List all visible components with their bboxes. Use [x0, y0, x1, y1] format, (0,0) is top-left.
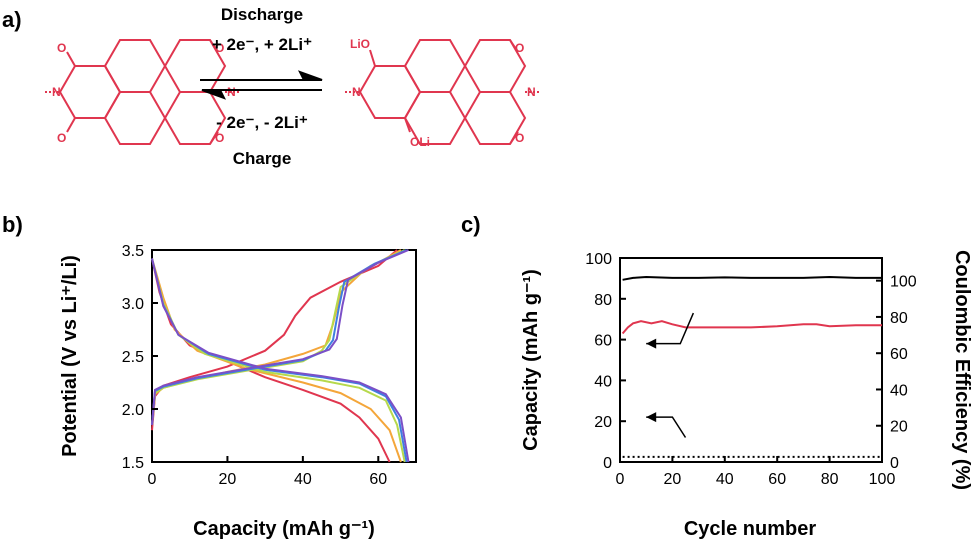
reaction-bottom-line2: Charge: [233, 149, 292, 168]
chart-c-arrowhead-2: [646, 412, 657, 423]
chart-b-charge-curve-5: [151, 249, 409, 425]
chart-c-ytick-label-right-80: 80: [890, 310, 908, 327]
chart-c-arrow-1: [646, 312, 695, 345]
chart-b-xtick-label-20: 20: [219, 471, 237, 488]
chart-c-ytick-label-right-60: 60: [890, 346, 908, 363]
chart-b-xtick-label-40: 40: [294, 471, 312, 488]
chart-b-ytick-label-3.5: 3.5: [122, 243, 144, 260]
chart-c-ytick-label-left-80: 80: [594, 292, 612, 309]
chart-c-ytick-label-right-100: 100: [890, 274, 917, 291]
reaction-scheme: O O O O N N Discharge + 2e⁻, + 2Li⁺ - 2e…: [45, 5, 540, 168]
chart-c-ytick-label-right-0: 0: [890, 455, 899, 472]
chart-b-discharge-curve-5: [151, 258, 410, 463]
chart-c-frame: [619, 257, 883, 463]
reactant-atom-n2: N: [227, 85, 236, 99]
chart-b-frame: [151, 249, 417, 463]
reactant-atom-o1: O: [57, 41, 66, 55]
chart-b-ytick-label-1.5: 1.5: [122, 455, 144, 472]
chart-b-ytick-label-2.0: 2.0: [122, 402, 144, 419]
chart-c-curves: [621, 275, 882, 458]
product-atom-oli2: OLi: [410, 135, 430, 149]
chart-c-arrow-2: [646, 416, 687, 438]
chart-c-ylabel-left: Capacity (mAh g⁻¹): [520, 269, 542, 451]
chart-b-discharge-curve-1: [151, 258, 391, 463]
panel-a-label: a): [2, 7, 22, 32]
chart-b-ylabel: Potential (V vs Li⁺/Li): [59, 255, 81, 457]
chart-c-xtick-label-20: 20: [664, 471, 682, 488]
chart-b-charge-curve-3: [151, 249, 406, 425]
chart-c-xtick-label-80: 80: [821, 471, 839, 488]
chart-c-series-1: [622, 275, 882, 281]
product-atom-n2: N: [527, 85, 536, 99]
voltage-profile-chart: 0 20 40 60 1.5 2.0 2.5 3.0 3.5 Capacity (mAh g⁻¹…: [59, 243, 417, 540]
reaction-top-line1: Discharge: [221, 5, 303, 24]
chart-b-xlabel: Capacity (mAh g⁻¹): [193, 518, 375, 540]
chart-c-arrowhead-1: [646, 338, 657, 349]
chart-c-ytick-label-left-60: 60: [594, 333, 612, 350]
chart-b-curves: [151, 249, 410, 463]
chart-c-xtick-label-100: 100: [869, 471, 896, 488]
chart-b-xtick-label-0: 0: [148, 471, 157, 488]
chart-c-ytick-label-right-40: 40: [890, 382, 908, 399]
equilibrium-arrows: [200, 70, 323, 100]
product-atom-oli1: LiO: [350, 37, 370, 51]
chart-c-ylabel-right: Coulombic Efficiency (%): [951, 250, 973, 490]
chart-b-ytick-label-2.5: 2.5: [122, 349, 144, 366]
panel-c-label: c): [461, 212, 481, 237]
chart-b-xtick-label-60: 60: [369, 471, 387, 488]
reactant-atom-o2: O: [57, 131, 66, 145]
chart-c-ytick-label-left-100: 100: [585, 251, 612, 268]
chart-b-ticks: 0 20 40 60 1.5 2.0 2.5 3.0 3.5: [122, 243, 388, 488]
chart-c-ytick-label-left-40: 40: [594, 373, 612, 390]
reaction-top-line2: + 2e⁻, + 2Li⁺: [212, 35, 312, 54]
chart-b-discharge-curve-2: [151, 258, 402, 463]
chart-b-ytick-label-3.0: 3.0: [122, 296, 144, 313]
chart-c-ytick-label-left-0: 0: [603, 455, 612, 472]
panel-b-label: b): [2, 212, 23, 237]
chart-c-xtick-label-40: 40: [716, 471, 734, 488]
reaction-bottom-line1: - 2e⁻, - 2Li⁺: [216, 113, 308, 132]
chart-c-xtick-label-60: 60: [768, 471, 786, 488]
reactant-molecule: [45, 39, 240, 145]
product-atom-o3: O: [515, 41, 524, 55]
reactant-atom-o3: O: [215, 41, 224, 55]
chart-c-series-2: [621, 320, 882, 335]
product-molecule: [345, 39, 540, 145]
chart-c-ytick-label-left-20: 20: [594, 414, 612, 431]
chart-c-xlabel: Cycle number: [684, 518, 816, 540]
chart-b-charge-curve-2: [151, 249, 402, 425]
reactant-atom-o4: O: [215, 131, 224, 145]
reactant-atom-n1: N: [52, 85, 61, 99]
chart-c-ytick-label-right-20: 20: [890, 419, 908, 436]
chart-c-xtick-label-0: 0: [616, 471, 625, 488]
product-atom-n1: N: [352, 85, 361, 99]
product-atom-o4: O: [515, 131, 524, 145]
